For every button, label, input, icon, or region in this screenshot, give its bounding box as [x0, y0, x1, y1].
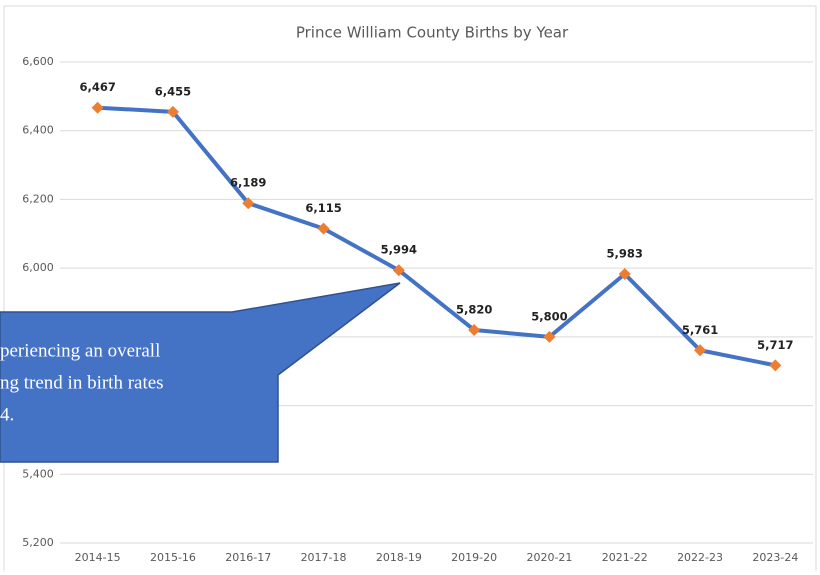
data-label: 5,717 — [757, 338, 793, 352]
x-tick-label: 2015-16 — [150, 551, 196, 564]
x-tick-label: 2021-22 — [602, 551, 648, 564]
data-label: 5,761 — [682, 323, 718, 337]
callout-line: periencing an overall — [0, 340, 160, 361]
marker — [242, 197, 255, 210]
marker — [618, 267, 631, 280]
x-tick-label: 2022-23 — [677, 551, 723, 564]
y-tick-label: 6,400 — [22, 124, 54, 137]
line — [97, 105, 776, 368]
marker — [91, 101, 104, 114]
data-label: 5,994 — [381, 243, 417, 257]
grid: 5,2005,4005,6005,8006,0006,2006,4006,600… — [22, 55, 813, 564]
marker — [543, 330, 556, 343]
x-tick-label: 2017-18 — [301, 551, 347, 564]
plot: 6,467 6,455 6,189 6,115 5,994 5,820 5,800 5,983… — [79, 80, 794, 372]
data-label: 6,115 — [305, 201, 341, 215]
data-label: 6,455 — [155, 84, 191, 98]
marker — [694, 344, 707, 357]
data-label: 6,467 — [79, 80, 115, 94]
callout: periencing an overall ng trend in birth … — [0, 282, 401, 463]
data-label: 5,983 — [607, 246, 643, 260]
callout-line: ng trend in birth rates — [0, 372, 164, 393]
marker — [769, 359, 782, 372]
x-tick-label: 2019-20 — [451, 551, 497, 564]
marker — [317, 222, 330, 235]
callout-box — [0, 282, 401, 463]
data-label: 5,800 — [531, 309, 567, 323]
y-tick-label: 5,400 — [22, 467, 54, 480]
chart-border — [3, 5, 817, 575]
x-tick-label: 2023-24 — [752, 551, 798, 564]
x-tick-label: 2018-19 — [376, 551, 422, 564]
y-tick-label: 6,200 — [22, 192, 54, 205]
marker — [392, 264, 405, 277]
x-tick-label: 2016-17 — [225, 551, 271, 564]
data-label: 6,189 — [230, 176, 266, 190]
data-label: 5,820 — [456, 302, 492, 316]
y-tick-label: 6,000 — [22, 261, 54, 274]
chart-title: Prince William County Births by Year — [296, 24, 569, 42]
x-tick-label: 2014-15 — [75, 551, 121, 564]
y-tick-label: 6,600 — [22, 55, 54, 68]
marker — [166, 105, 179, 118]
callout-line: 4. — [0, 404, 14, 425]
x-tick-label: 2020-21 — [526, 551, 572, 564]
marker — [468, 323, 481, 336]
y-tick-label: 5,200 — [22, 536, 54, 549]
